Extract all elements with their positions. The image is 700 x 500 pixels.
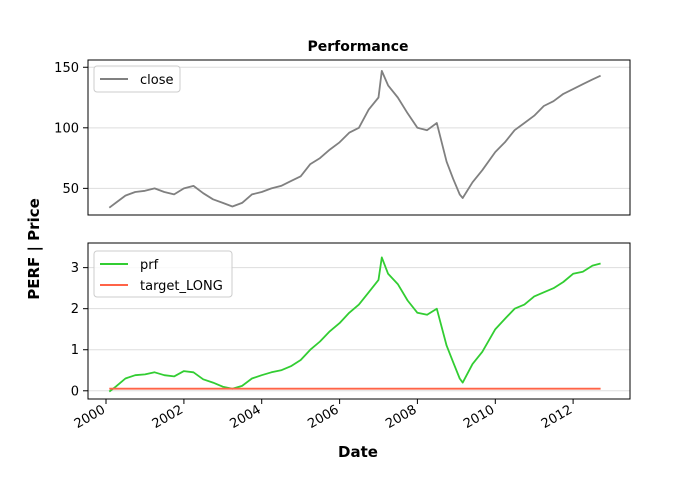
chart-title: Performance — [307, 39, 408, 55]
x-axis-label: Date — [338, 443, 378, 461]
y-tick-label: 1 — [71, 343, 79, 358]
bottom-panel: 0 1 2 3 2000 2002 2004 2006 2008 2010 2012 prf ta… — [71, 242, 631, 432]
bottom-panel-frame — [87, 242, 631, 400]
top-legend-box — [93, 65, 181, 93]
legend-label-target-long: target_LONG — [140, 279, 223, 294]
y-tick-label: 3 — [71, 261, 79, 276]
bottom-panel-grid — [88, 267, 630, 392]
x-tick-label: 2006 — [305, 402, 341, 432]
x-tick-label: 2002 — [150, 402, 186, 432]
series-line-close — [108, 70, 601, 209]
y-axis-label: PERF | Price — [25, 198, 44, 300]
top-legend: close — [93, 65, 181, 93]
x-axis: 2000 2002 2004 2006 2008 2010 2012 — [72, 399, 575, 432]
bottom-legend: prf target_LONG — [93, 250, 233, 298]
series-line-prf — [108, 256, 601, 393]
top-panel-y-axis: 50 100 150 — [54, 61, 88, 197]
top-panel: 50 100 150 close — [54, 59, 631, 216]
top-panel-series — [108, 70, 601, 209]
y-tick-label: 50 — [62, 182, 79, 197]
legend-label-close: close — [140, 73, 173, 88]
y-tick-label: 0 — [71, 384, 79, 399]
x-tick-label: 2000 — [72, 402, 108, 432]
bottom-legend-box — [93, 250, 233, 298]
x-tick-label: 2008 — [383, 402, 419, 432]
y-tick-label: 150 — [54, 61, 79, 76]
bottom-panel-y-axis: 0 1 2 3 — [71, 261, 88, 399]
legend-label-prf: prf — [140, 258, 159, 273]
y-tick-label: 2 — [71, 302, 79, 317]
y-tick-label: 100 — [54, 121, 79, 136]
bottom-panel-series — [108, 256, 601, 393]
top-panel-frame — [87, 59, 631, 216]
x-tick-label: 2010 — [461, 402, 497, 432]
x-tick-label: 2004 — [228, 402, 264, 432]
x-tick-label: 2012 — [539, 402, 575, 432]
